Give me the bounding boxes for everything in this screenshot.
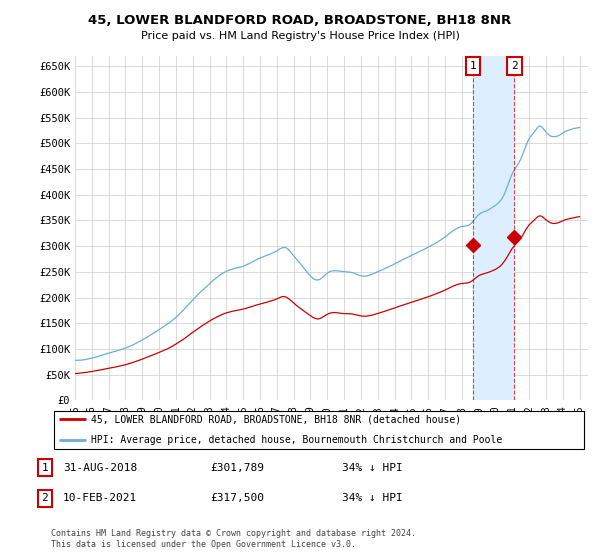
Text: 34% ↓ HPI: 34% ↓ HPI	[342, 463, 403, 473]
Text: 2: 2	[41, 493, 49, 503]
Text: £301,789: £301,789	[210, 463, 264, 473]
Text: 45, LOWER BLANDFORD ROAD, BROADSTONE, BH18 8NR: 45, LOWER BLANDFORD ROAD, BROADSTONE, BH…	[88, 14, 512, 27]
Text: 45, LOWER BLANDFORD ROAD, BROADSTONE, BH18 8NR (detached house): 45, LOWER BLANDFORD ROAD, BROADSTONE, BH…	[91, 414, 461, 424]
Bar	[473, 56, 514, 400]
Text: 10-FEB-2021: 10-FEB-2021	[63, 493, 137, 503]
Text: 34% ↓ HPI: 34% ↓ HPI	[342, 493, 403, 503]
Text: Contains HM Land Registry data © Crown copyright and database right 2024.
This d: Contains HM Land Registry data © Crown c…	[51, 529, 416, 549]
Text: HPI: Average price, detached house, Bournemouth Christchurch and Poole: HPI: Average price, detached house, Bour…	[91, 435, 503, 445]
Text: 2: 2	[511, 61, 518, 71]
Text: 1: 1	[41, 463, 49, 473]
Text: 1: 1	[470, 61, 476, 71]
FancyBboxPatch shape	[53, 411, 584, 449]
Text: Price paid vs. HM Land Registry's House Price Index (HPI): Price paid vs. HM Land Registry's House …	[140, 31, 460, 41]
Text: 31-AUG-2018: 31-AUG-2018	[63, 463, 137, 473]
Text: £317,500: £317,500	[210, 493, 264, 503]
